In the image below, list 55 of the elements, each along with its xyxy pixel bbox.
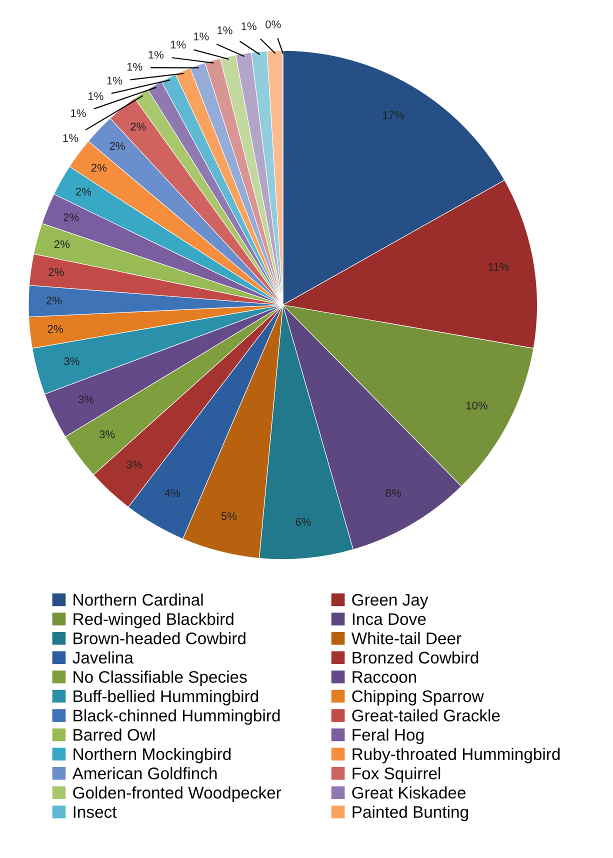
data-label: 1% [127, 62, 142, 71]
legend-label: Green Jay [352, 594, 428, 610]
data-label: 3% [126, 460, 142, 469]
data-label: 1% [107, 76, 122, 84]
data-label: 1% [194, 32, 209, 40]
data-label: 2% [48, 325, 63, 333]
data-label: 2% [54, 240, 70, 248]
data-label: 1% [242, 22, 256, 30]
legend-label: Red-winged Blackbird [74, 612, 234, 628]
legend-label: Fox Squirrel [352, 767, 440, 783]
data-label: 2% [91, 164, 107, 172]
data-label: 3% [100, 430, 115, 438]
data-label: 2% [76, 188, 92, 196]
legend-label: Raccoon [352, 671, 416, 683]
legend-label: Brown-headed Cowbird [74, 632, 246, 644]
data-label: 1% [218, 26, 232, 34]
data-label: 2% [130, 122, 146, 131]
legend-label: Great Kiskadee [352, 786, 466, 799]
legend-label: Ruby-throated Hummingbird [352, 748, 560, 764]
legend-label: Bronzed Cowbird [352, 651, 478, 664]
data-label: 6% [296, 518, 311, 526]
data-label: 8% [386, 489, 401, 497]
legend-label: Golden-fronted Woodpecker [73, 786, 282, 802]
legend-label: Inca Dove [352, 613, 426, 626]
legend-label: Javelina [72, 651, 134, 664]
data-label: 5% [221, 512, 237, 520]
legend-label: Northern Mockingbird [74, 748, 231, 764]
legend-label: Feral Hog [352, 728, 424, 744]
data-label: 2% [48, 268, 64, 276]
data-label: 1% [170, 40, 186, 48]
legend-label: Great-tailed Grackle [352, 709, 500, 722]
legend-label: White-tail Deer [351, 632, 462, 644]
data-label: 3% [64, 357, 80, 366]
data-label: 2% [110, 142, 125, 150]
legend-label: American Goldfinch [72, 767, 217, 780]
data-label: 17% [383, 111, 404, 120]
legend-label: Black-chinned Hummingbird [74, 709, 280, 725]
data-label: 2% [64, 213, 79, 222]
data-label: 4% [164, 489, 180, 497]
legend-label: Northern Cardinal [74, 593, 203, 606]
data-label: 2% [46, 296, 62, 304]
data-label: 1% [63, 134, 78, 142]
data-label: 1% [71, 109, 86, 118]
legend-label: Barred Owl [74, 728, 155, 741]
legend-label: Painted Bunting [352, 806, 468, 822]
data-label: 11% [488, 262, 509, 271]
data-label: 10% [466, 402, 488, 410]
legend-label: Chipping Sparrow [352, 690, 484, 706]
legend-label: No Classifiable Species [74, 670, 247, 686]
data-label: 3% [78, 395, 94, 404]
data-label: 1% [148, 50, 164, 59]
text: 0% [266, 20, 281, 28]
data-label: 1% [88, 92, 104, 100]
legend-label: Insect [74, 806, 117, 818]
legend-label: Buff-bellied Hummingbird [74, 690, 258, 706]
